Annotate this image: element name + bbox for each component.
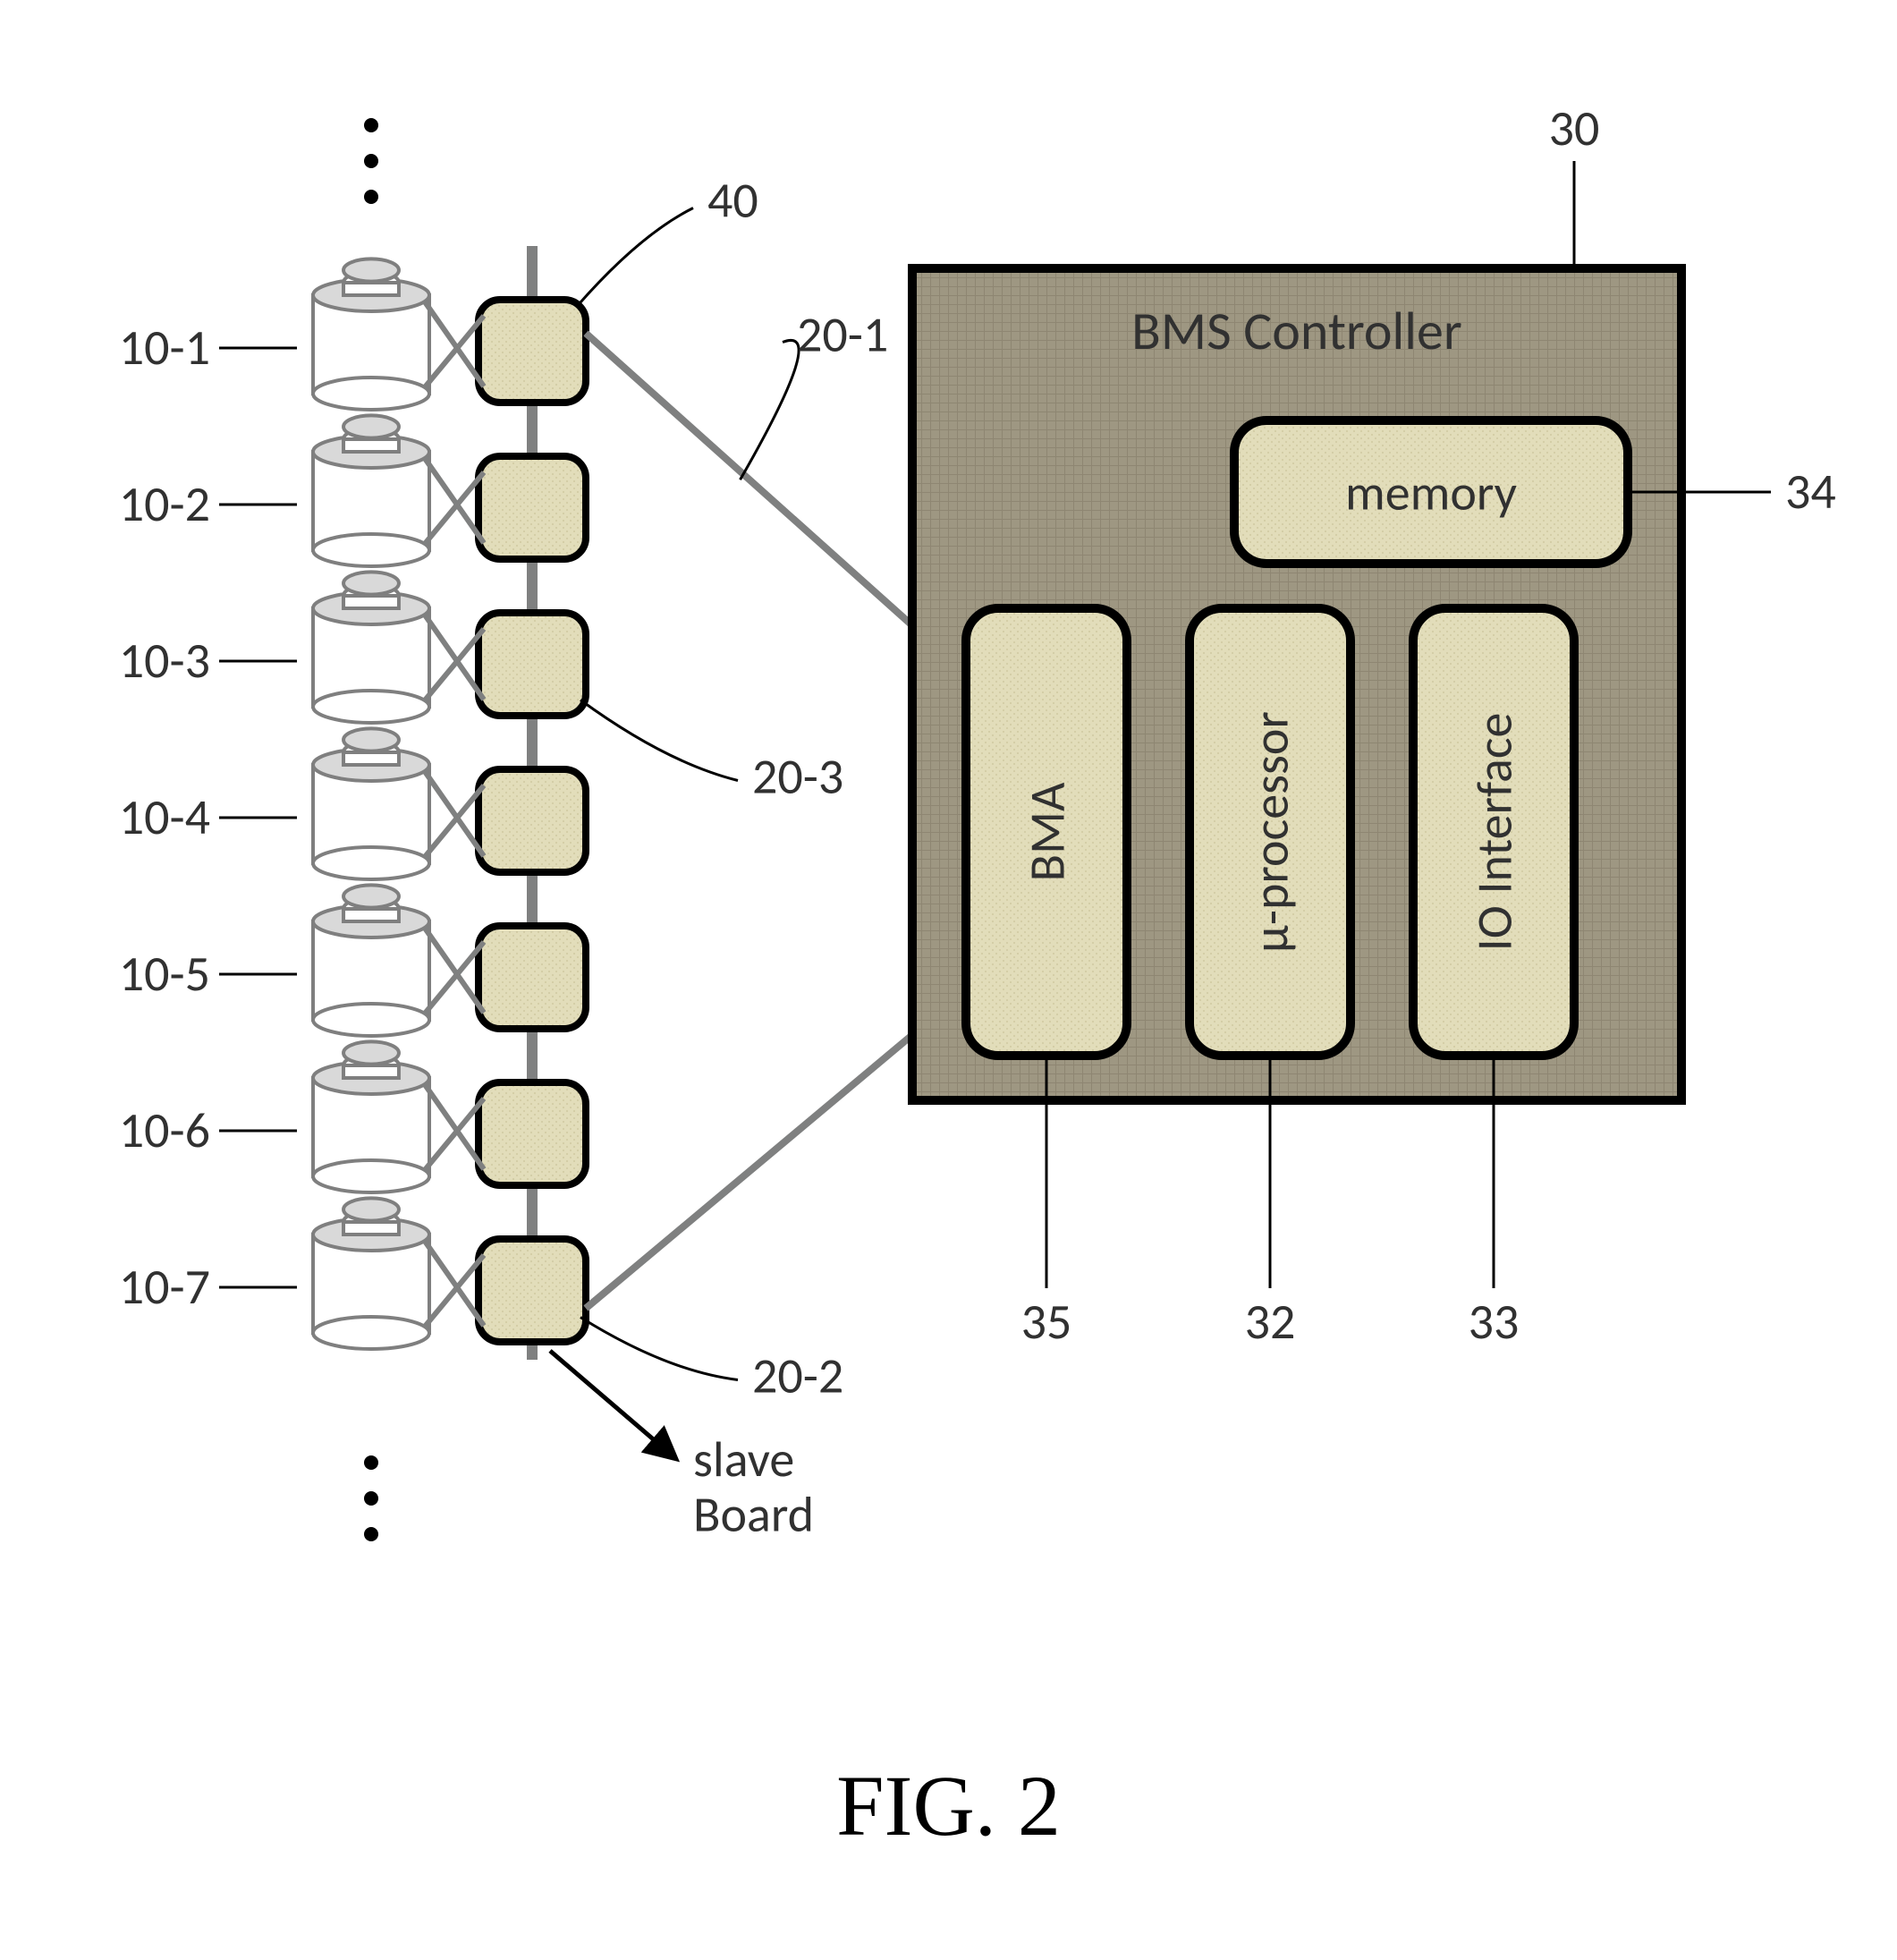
cell-ref-label: 10-6	[119, 1100, 210, 1161]
cell-ref-label: 10-2	[119, 474, 210, 535]
slave-node	[478, 926, 586, 1029]
cell-ref-label: 10-4	[119, 787, 210, 848]
ref-33: 33	[1469, 1292, 1520, 1353]
continuation-dot	[364, 154, 378, 168]
ref-20-2: 20-2	[752, 1346, 843, 1407]
slave-node	[478, 1082, 586, 1185]
ref-30: 30	[1549, 98, 1600, 159]
ref-32: 32	[1245, 1292, 1296, 1353]
ref-34: 34	[1785, 462, 1836, 522]
cell-ref-label: 10-3	[119, 631, 210, 692]
ref-20-3: 20-3	[752, 747, 843, 808]
continuation-dot	[364, 1527, 378, 1541]
slave-node	[478, 300, 586, 403]
slave-node	[478, 613, 586, 716]
slave-node	[478, 456, 586, 559]
ref-20-1: 20-1	[797, 305, 888, 366]
figure-caption: FIG. 2	[836, 1758, 1061, 1854]
slave-node	[478, 1239, 586, 1342]
continuation-dot	[364, 1455, 378, 1470]
cell-ref-label: 10-1	[119, 318, 210, 378]
cell-ref-label: 10-7	[119, 1257, 210, 1318]
continuation-dot	[364, 190, 378, 204]
io-block-label: IO Interface	[1465, 713, 1526, 952]
cell-ref-label: 10-5	[119, 944, 210, 1005]
uproc-block-label: μ-processor	[1241, 711, 1302, 953]
memory-block-label: memory	[1345, 463, 1517, 524]
ref-35: 35	[1021, 1292, 1072, 1353]
slave-label-2: Board	[693, 1485, 814, 1546]
continuation-dot	[364, 1491, 378, 1506]
bma-block-label: BMA	[1018, 782, 1079, 881]
slave-label-1: slave	[693, 1430, 794, 1490]
slave-node	[478, 769, 586, 872]
ref-40: 40	[707, 171, 758, 232]
continuation-dot	[364, 118, 378, 132]
controller-title: BMS Controller	[1131, 299, 1462, 364]
